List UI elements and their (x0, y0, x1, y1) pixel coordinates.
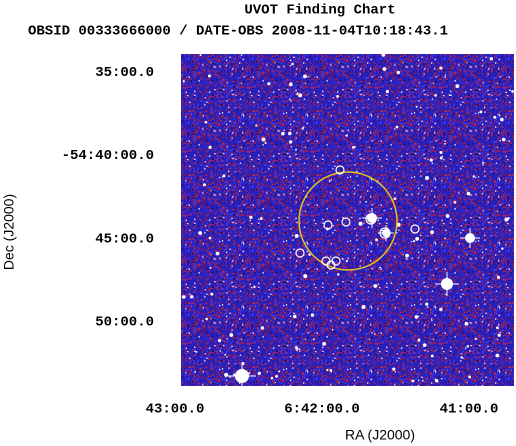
source-regions (295, 165, 420, 270)
x-axis-label: RA (J2000) (345, 427, 415, 443)
x-tick-label: 41:00.0 (440, 402, 499, 418)
y-tick-label: 35:00.0 (95, 65, 154, 81)
error-circle (298, 171, 398, 271)
chart-subtitle: OBSID 00333666000 / DATE-OBS 2008-11-04T… (28, 24, 448, 40)
y-axis-label: Dec (J2000) (1, 194, 17, 270)
y-tick-label: 45:00.0 (95, 231, 154, 247)
sky-image (181, 54, 514, 386)
x-tick-label: 43:00.0 (146, 402, 205, 418)
chart-title: UVOT Finding Chart (244, 3, 395, 19)
x-tick-label: 6:42:00.0 (284, 402, 360, 418)
y-tick-label: -54:40:00.0 (62, 148, 154, 164)
y-tick-label: 50:00.0 (95, 314, 154, 330)
